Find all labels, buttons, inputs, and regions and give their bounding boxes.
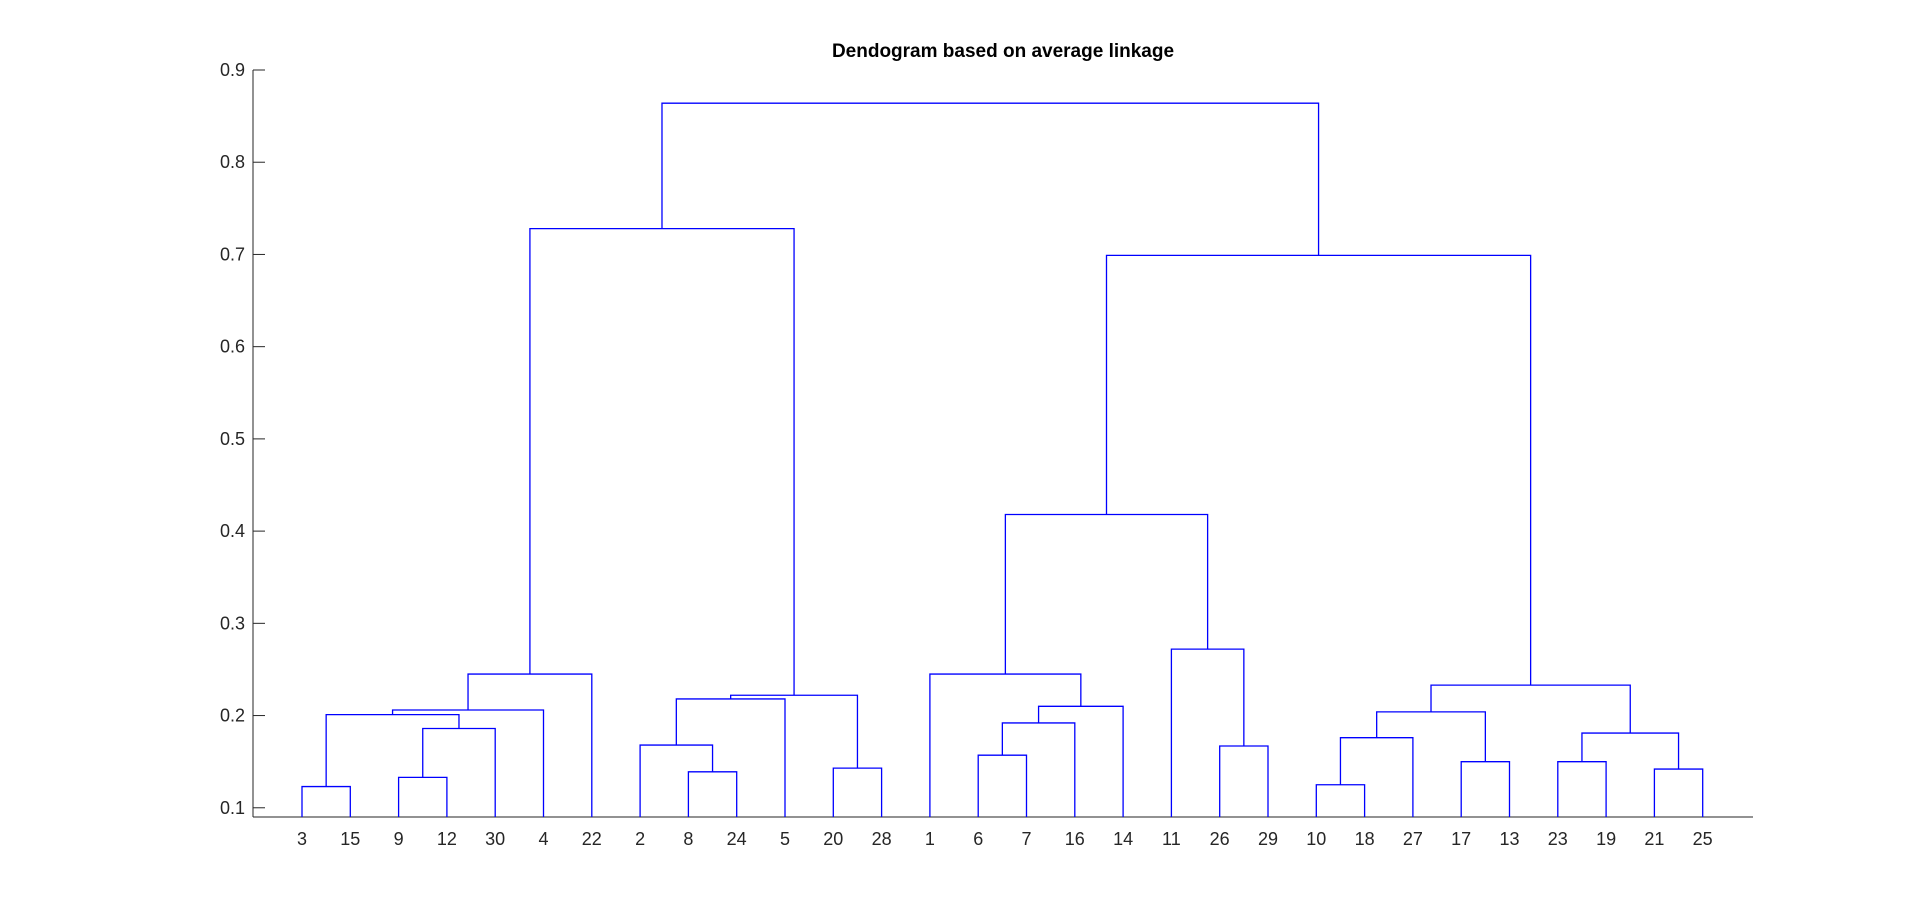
dendrogram-link [661, 102, 1320, 256]
x-tick-label: 16 [1065, 829, 1085, 849]
dendrogram-link [1001, 722, 1076, 817]
x-tick-label: 18 [1355, 829, 1375, 849]
x-tick-label: 26 [1210, 829, 1230, 849]
x-tick-label: 12 [437, 829, 457, 849]
x-tick-label: 22 [582, 829, 602, 849]
dendrogram-link [397, 776, 448, 817]
x-tick-label: 7 [1021, 829, 1031, 849]
x-tick-label: 10 [1306, 829, 1326, 849]
dendrogram-link [675, 698, 786, 817]
y-tick-label: 0.3 [220, 613, 245, 633]
x-tick-label: 9 [394, 829, 404, 849]
x-tick-label: 14 [1113, 829, 1133, 849]
dendrogram-link [929, 673, 1082, 817]
x-tick-label: 20 [823, 829, 843, 849]
dendrogram-link [529, 227, 795, 696]
dendrogram-link [1004, 513, 1209, 675]
x-tick-label: 21 [1644, 829, 1664, 849]
dendrogram-link [1557, 761, 1607, 817]
y-tick-label: 0.9 [220, 60, 245, 80]
x-tick-label: 28 [872, 829, 892, 849]
x-tick-label: 11 [1162, 829, 1181, 849]
x-tick-label: 23 [1548, 829, 1568, 849]
dendrogram-link [639, 744, 714, 817]
dendrogram-link [391, 709, 545, 817]
dendrogram-link [325, 713, 460, 787]
dendrogram-link [977, 754, 1028, 817]
y-tick-label: 0.4 [220, 521, 245, 541]
dendrogram-link [1105, 254, 1532, 686]
dendrogram-link [1376, 711, 1486, 762]
x-tick-label: 17 [1451, 829, 1471, 849]
dendrogram-link [1653, 768, 1704, 817]
x-tick-label: 4 [538, 829, 548, 849]
y-tick-label: 0.5 [220, 429, 245, 449]
y-tick-label: 0.7 [220, 244, 245, 264]
chart-title: Dendogram based on average linkage [831, 41, 1175, 62]
dendrogram-link [1430, 684, 1631, 734]
dendrogram-link [467, 673, 593, 817]
y-tick-label: 0.1 [220, 798, 245, 818]
x-tick-label: 27 [1403, 829, 1423, 849]
x-tick-label: 25 [1693, 829, 1713, 849]
dendrogram-link [1219, 745, 1269, 817]
x-tick-label: 15 [340, 829, 360, 849]
y-tick-label: 0.6 [220, 337, 245, 357]
dendrogram-link [422, 727, 496, 817]
x-tick-label: 3 [297, 829, 307, 849]
dendrogram-link [1460, 761, 1511, 817]
dendrogram-link [1170, 648, 1245, 817]
dendrogram-link [1339, 737, 1414, 817]
dendrogram-link [832, 767, 883, 817]
x-tick-label: 5 [780, 829, 790, 849]
x-tick-label: 2 [635, 829, 645, 849]
x-tick-label: 24 [727, 829, 747, 849]
y-tick-label: 0.8 [220, 152, 245, 172]
x-tick-label: 19 [1596, 829, 1616, 849]
x-tick-label: 29 [1258, 829, 1278, 849]
dendrogram-link [687, 771, 738, 817]
x-tick-label: 13 [1499, 829, 1519, 849]
y-tick-label: 0.2 [220, 706, 245, 726]
dendrogram-link [1581, 732, 1680, 770]
x-tick-label: 30 [485, 829, 505, 849]
x-tick-label: 1 [925, 829, 935, 849]
x-tick-label: 6 [973, 829, 983, 849]
dendrogram-link [730, 694, 859, 769]
dendrogram-link [1315, 784, 1366, 817]
x-tick-label: 8 [683, 829, 693, 849]
dendrogram-link [301, 785, 351, 817]
